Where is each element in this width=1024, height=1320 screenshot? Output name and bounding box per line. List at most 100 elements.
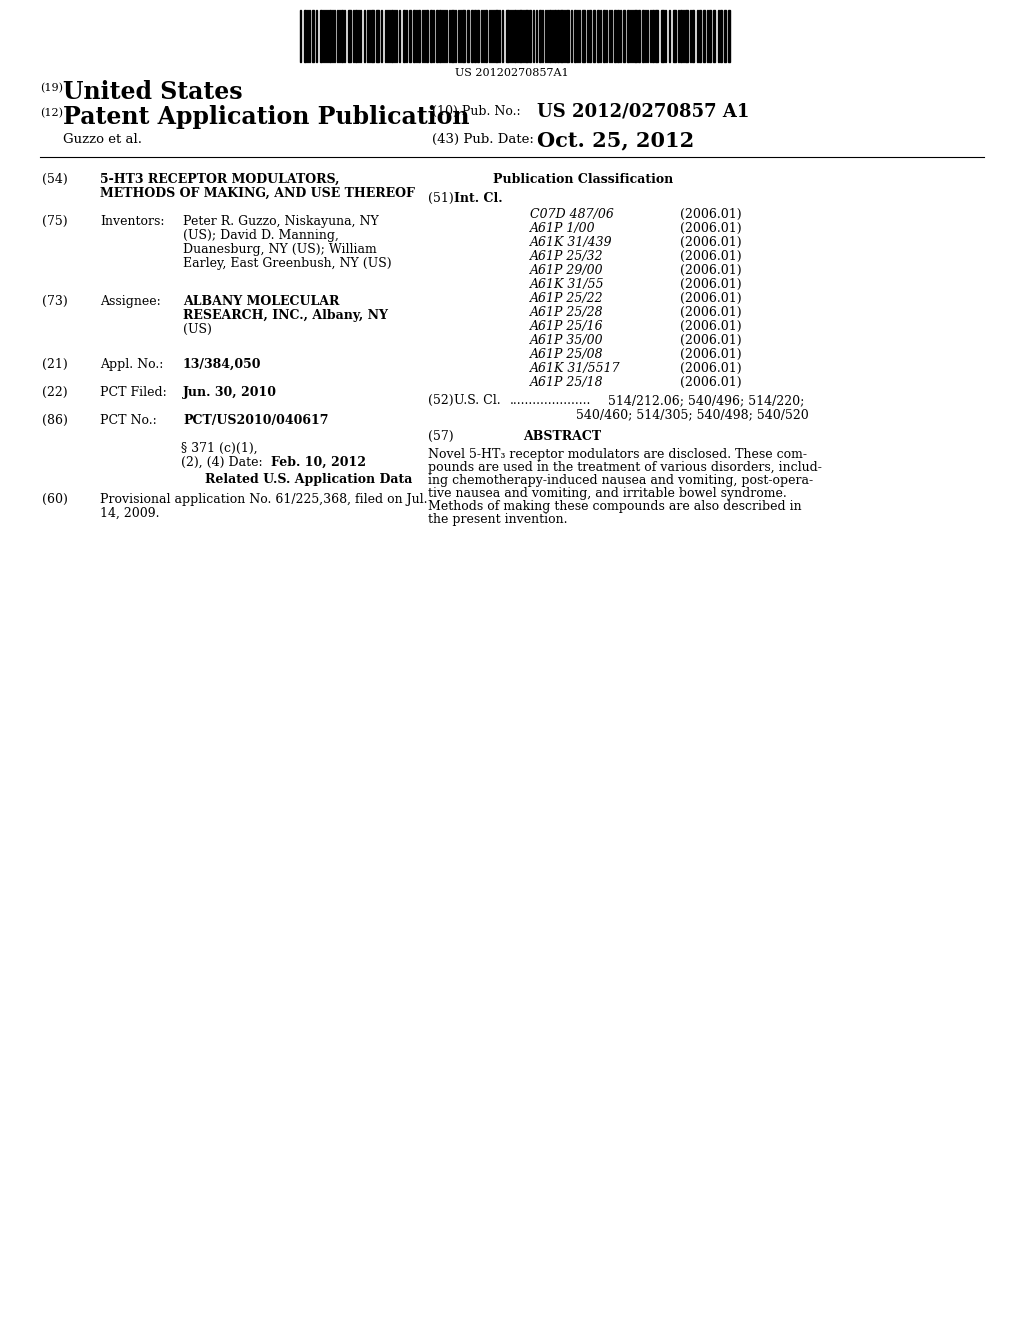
Text: Assignee:: Assignee: — [100, 294, 161, 308]
Bar — [593, 11, 595, 62]
Bar — [709, 11, 711, 62]
Text: (2006.01): (2006.01) — [680, 264, 741, 277]
Bar — [413, 11, 415, 62]
Bar — [638, 11, 640, 62]
Text: Inventors:: Inventors: — [100, 215, 165, 228]
Bar — [634, 11, 637, 62]
Text: Patent Application Publication: Patent Application Publication — [63, 106, 469, 129]
Text: (52): (52) — [428, 393, 454, 407]
Text: Related U.S. Application Data: Related U.S. Application Data — [205, 473, 413, 486]
Text: (51): (51) — [428, 191, 454, 205]
Bar — [673, 11, 676, 62]
Text: .....................: ..................... — [510, 393, 592, 407]
Bar — [554, 11, 556, 62]
Bar — [451, 11, 454, 62]
Bar — [680, 11, 682, 62]
Bar — [355, 11, 357, 62]
Text: Methods of making these compounds are also described in: Methods of making these compounds are al… — [428, 500, 802, 513]
Bar — [652, 11, 654, 62]
Text: ing chemotherapy-induced nausea and vomiting, post-opera-: ing chemotherapy-induced nausea and vomi… — [428, 474, 813, 487]
Text: C07D 487/06: C07D 487/06 — [530, 209, 613, 220]
Bar — [692, 11, 694, 62]
Text: Jun. 30, 2010: Jun. 30, 2010 — [183, 385, 278, 399]
Bar — [662, 11, 664, 62]
Text: (2006.01): (2006.01) — [680, 306, 741, 319]
Text: (75): (75) — [42, 215, 68, 228]
Text: (10) Pub. No.:: (10) Pub. No.: — [432, 106, 520, 117]
Text: (2006.01): (2006.01) — [680, 376, 741, 389]
Bar — [597, 11, 599, 62]
Bar — [699, 11, 701, 62]
Text: Duanesburg, NY (US); William: Duanesburg, NY (US); William — [183, 243, 377, 256]
Text: (73): (73) — [42, 294, 68, 308]
Bar — [539, 11, 541, 62]
Text: (2006.01): (2006.01) — [680, 319, 741, 333]
Bar — [655, 11, 658, 62]
Text: (19): (19) — [40, 83, 63, 94]
Bar — [614, 11, 616, 62]
Text: 5-HT3 RECEPTOR MODULATORS,: 5-HT3 RECEPTOR MODULATORS, — [100, 173, 340, 186]
Bar — [627, 11, 629, 62]
Text: A61K 31/5517: A61K 31/5517 — [530, 362, 621, 375]
Text: Oct. 25, 2012: Oct. 25, 2012 — [537, 129, 694, 150]
Text: Guzzo et al.: Guzzo et al. — [63, 133, 142, 147]
Bar — [391, 11, 393, 62]
Bar — [409, 11, 411, 62]
Text: Feb. 10, 2012: Feb. 10, 2012 — [271, 455, 366, 469]
Text: 514/212.06; 540/496; 514/220;: 514/212.06; 540/496; 514/220; — [608, 393, 805, 407]
Text: (2), (4) Date:: (2), (4) Date: — [181, 455, 262, 469]
Bar — [426, 11, 428, 62]
Text: Appl. No.:: Appl. No.: — [100, 358, 164, 371]
Text: METHODS OF MAKING, AND USE THEREOF: METHODS OF MAKING, AND USE THEREOF — [100, 187, 415, 201]
Bar — [477, 11, 479, 62]
Text: PCT No.:: PCT No.: — [100, 414, 157, 426]
Bar — [495, 11, 498, 62]
Text: A61P 25/18: A61P 25/18 — [530, 376, 603, 389]
Bar — [430, 11, 432, 62]
Bar — [703, 11, 705, 62]
Text: A61K 31/439: A61K 31/439 — [530, 236, 612, 249]
Bar — [514, 11, 516, 62]
Bar — [506, 11, 509, 62]
Text: PCT Filed:: PCT Filed: — [100, 385, 167, 399]
Bar — [617, 11, 618, 62]
Bar — [474, 11, 476, 62]
Text: ALBANY MOLECULAR: ALBANY MOLECULAR — [183, 294, 339, 308]
Text: (2006.01): (2006.01) — [680, 292, 741, 305]
Bar — [549, 11, 551, 62]
Text: Int. Cl.: Int. Cl. — [454, 191, 503, 205]
Bar — [418, 11, 420, 62]
Bar — [720, 11, 722, 62]
Bar — [566, 11, 569, 62]
Text: (US): (US) — [183, 323, 212, 337]
Text: 14, 2009.: 14, 2009. — [100, 507, 160, 520]
Bar — [403, 11, 406, 62]
Text: (2006.01): (2006.01) — [680, 279, 741, 290]
Bar — [557, 11, 559, 62]
Text: (2006.01): (2006.01) — [680, 348, 741, 360]
Text: (2006.01): (2006.01) — [680, 249, 741, 263]
Text: the present invention.: the present invention. — [428, 513, 567, 525]
Text: A61P 25/32: A61P 25/32 — [530, 249, 603, 263]
Text: (86): (86) — [42, 414, 68, 426]
Text: A61K 31/55: A61K 31/55 — [530, 279, 604, 290]
Text: (12): (12) — [40, 108, 63, 119]
Text: A61P 25/08: A61P 25/08 — [530, 348, 603, 360]
Bar — [471, 11, 473, 62]
Text: A61P 1/00: A61P 1/00 — [530, 222, 596, 235]
Text: Novel 5-HT₃ receptor modulators are disclosed. These com-: Novel 5-HT₃ receptor modulators are disc… — [428, 447, 807, 461]
Text: (22): (22) — [42, 385, 68, 399]
Bar — [582, 11, 585, 62]
Bar — [341, 11, 343, 62]
Text: tive nausea and vomiting, and irritable bowel syndrome.: tive nausea and vomiting, and irritable … — [428, 487, 786, 500]
Text: 13/384,050: 13/384,050 — [183, 358, 261, 371]
Text: (US); David D. Manning,: (US); David D. Manning, — [183, 228, 339, 242]
Bar — [685, 11, 688, 62]
Bar — [519, 11, 522, 62]
Text: U.S. Cl.: U.S. Cl. — [454, 393, 501, 407]
Text: (2006.01): (2006.01) — [680, 334, 741, 347]
Text: A61P 25/28: A61P 25/28 — [530, 306, 603, 319]
Text: (2006.01): (2006.01) — [680, 362, 741, 375]
Text: US 2012/0270857 A1: US 2012/0270857 A1 — [537, 103, 750, 121]
Text: Earley, East Greenbush, NY (US): Earley, East Greenbush, NY (US) — [183, 257, 391, 271]
